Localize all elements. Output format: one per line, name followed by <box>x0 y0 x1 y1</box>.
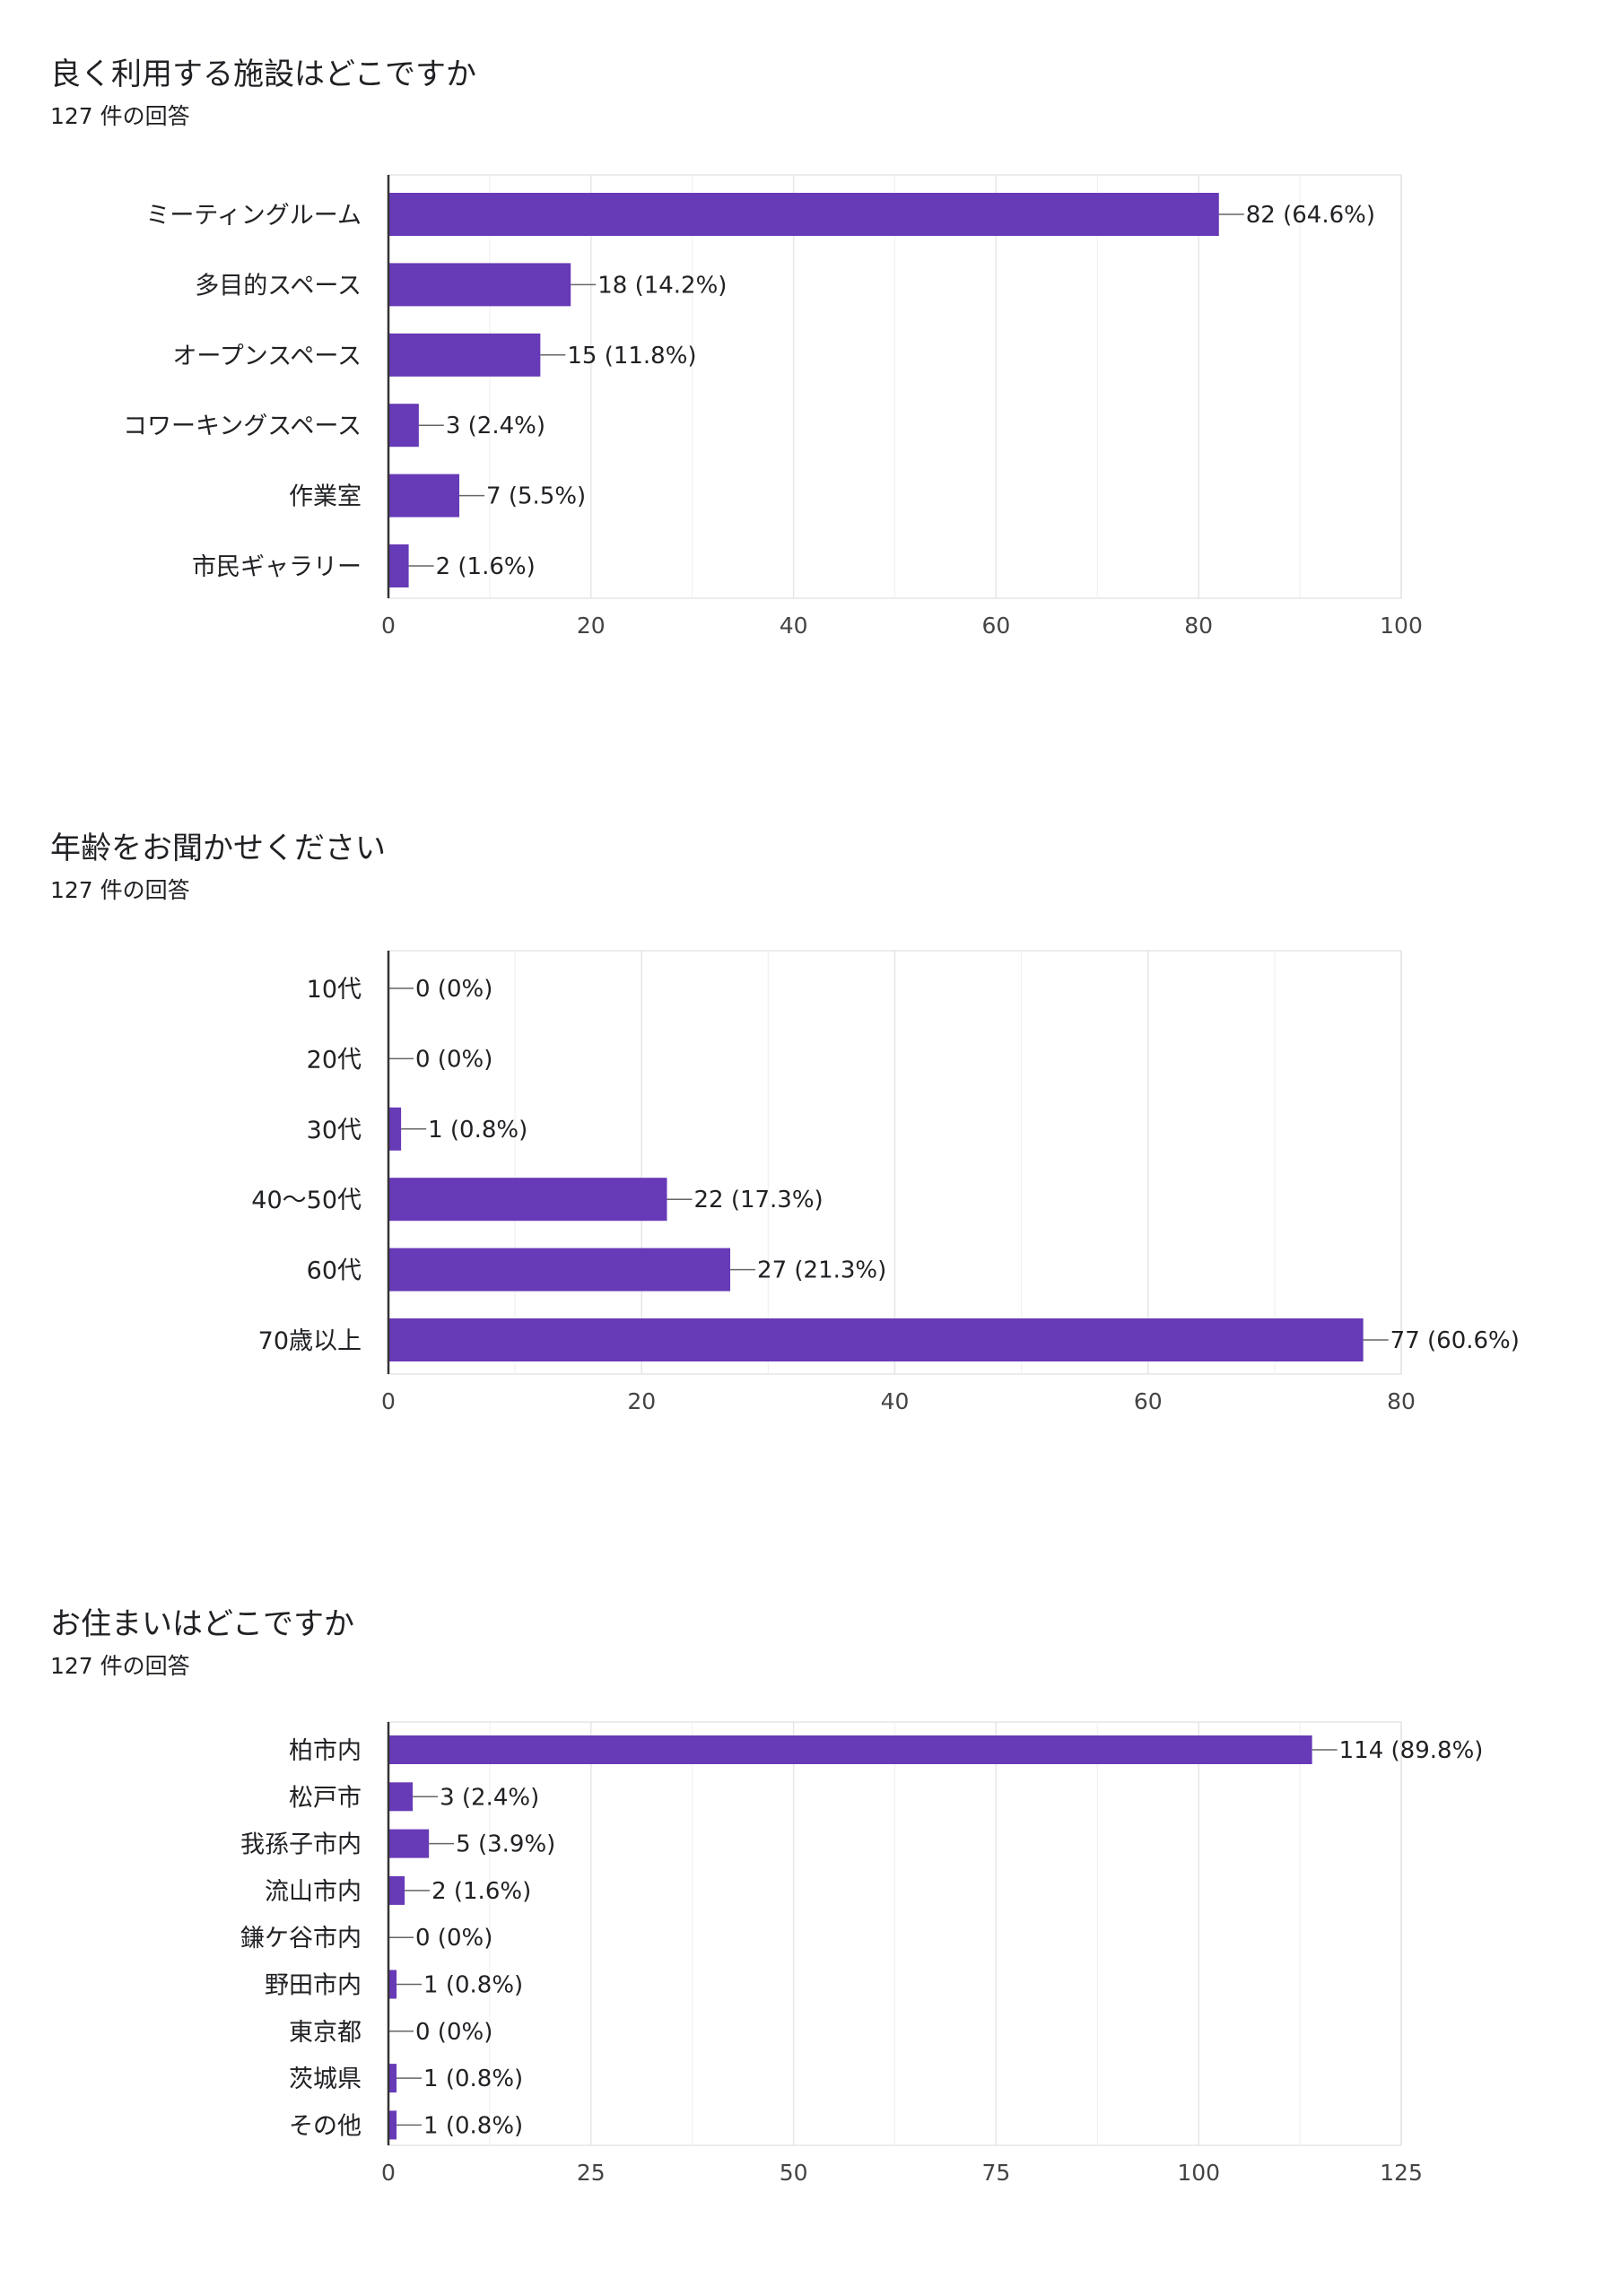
category-label: 東京都 <box>289 2019 362 2047</box>
bar-chart-age: 0 20 40 60 80 0 (0%) 10代 0 (0%) 20代 1 (0.8%) 30代 22… <box>251 950 1520 1414</box>
data-label: 1 (0.8%) <box>428 1117 527 1144</box>
response-count: 127 件の回答 <box>50 103 190 129</box>
x-tick-label: 100 <box>1177 2160 1220 2186</box>
category-label: コワーキングスペース <box>123 413 362 440</box>
question-title: お住まいはどこですか <box>50 1606 354 1642</box>
data-label: 114 (89.8%) <box>1339 1737 1484 1764</box>
bar[interactable] <box>388 1318 1364 1361</box>
chart-card-residence: お住まいはどこですか 127 件の回答 0 25 50 75 100 125 114 (89… <box>0 1556 1621 2296</box>
bar[interactable] <box>388 263 571 307</box>
category-label: 茨城県 <box>289 2066 362 2093</box>
x-tick-label: 125 <box>1380 2160 1423 2186</box>
bar[interactable] <box>388 1248 731 1292</box>
data-label: 27 (21.3%) <box>757 1257 886 1284</box>
data-label: 2 (1.6%) <box>431 1878 531 1905</box>
bar[interactable] <box>388 333 541 377</box>
x-tick-label: 20 <box>627 1388 656 1414</box>
category-label: 40〜50代 <box>251 1187 362 1214</box>
bar[interactable] <box>388 474 460 517</box>
data-label: 15 (11.8%) <box>567 343 696 370</box>
category-label: 30代 <box>307 1117 362 1144</box>
category-label: 柏市内 <box>289 1737 362 1765</box>
bar[interactable] <box>388 1178 667 1222</box>
question-title: 年齢をお聞かせください <box>50 831 386 866</box>
chart-card-age: 年齢をお聞かせください 127 件の回答 0 20 40 60 80 0 (0%) 10代 0… <box>0 780 1621 1516</box>
data-label: 77 (60.6%) <box>1390 1327 1520 1354</box>
category-label: オープンスペース <box>172 343 362 370</box>
bar[interactable] <box>388 1782 414 1812</box>
category-label: 60代 <box>307 1257 362 1285</box>
category-label: ミーティングルーム <box>145 202 362 230</box>
data-label: 0 (0%) <box>415 2019 492 2046</box>
data-label: 18 (14.2%) <box>597 272 727 299</box>
data-label: 1 (0.8%) <box>423 2066 523 2092</box>
x-tick-label: 50 <box>780 2160 808 2186</box>
category-label: 野田市内 <box>265 1972 362 2000</box>
bar[interactable] <box>388 1829 430 1858</box>
x-tick-label: 100 <box>1380 613 1423 639</box>
category-label: 多目的スペース <box>195 272 362 300</box>
data-label: 3 (2.4%) <box>446 413 545 439</box>
x-tick-label: 40 <box>780 613 808 639</box>
category-label: 鎌ケ谷市内 <box>240 1925 362 1952</box>
x-tick-label: 60 <box>981 613 1010 639</box>
data-label: 0 (0%) <box>415 976 492 1003</box>
bar[interactable] <box>388 1735 1312 1764</box>
category-label: 作業室 <box>289 483 362 511</box>
bar[interactable] <box>388 1875 405 1905</box>
data-label: 2 (1.6%) <box>436 553 536 580</box>
data-label: 7 (5.5%) <box>486 483 586 510</box>
bar[interactable] <box>388 404 419 448</box>
bar[interactable] <box>388 2110 397 2140</box>
bar-chart-residence: 0 25 50 75 100 125 114 (89.8%) 柏市内 3 (2.4%) 松戸市 5 … <box>240 1721 1484 2186</box>
x-tick-label: 0 <box>381 2160 396 2186</box>
category-label: 流山市内 <box>265 1878 362 1906</box>
category-label: 70歳以上 <box>258 1327 362 1355</box>
data-label: 0 (0%) <box>415 1925 492 1952</box>
x-tick-label: 80 <box>1387 1388 1416 1414</box>
bar-chart-facilities: 0 20 40 60 80 100 82 (64.6%) ミーティングルーム 18 (14.2%… <box>123 174 1423 639</box>
data-label: 3 (2.4%) <box>440 1784 539 1811</box>
bar[interactable] <box>388 193 1219 236</box>
bar[interactable] <box>388 2064 397 2093</box>
category-label: その他 <box>289 2112 362 2140</box>
x-tick-label: 75 <box>981 2160 1010 2186</box>
x-tick-label: 25 <box>577 2160 606 2186</box>
category-label: 市民ギャラリー <box>192 553 362 581</box>
data-label: 82 (64.6%) <box>1246 202 1375 229</box>
data-label: 5 (3.9%) <box>456 1831 555 1858</box>
category-label: 我孫子市内 <box>240 1831 362 1859</box>
data-label: 1 (0.8%) <box>423 1972 523 1999</box>
category-label: 10代 <box>307 976 362 1004</box>
data-label: 1 (0.8%) <box>423 2112 523 2139</box>
chart-card-facilities: 良く利用する施設はどこですか 127 件の回答 0 20 40 60 80 100 82 (… <box>0 0 1621 735</box>
response-count: 127 件の回答 <box>50 877 190 903</box>
category-label: 松戸市 <box>289 1784 362 1812</box>
data-label: 22 (17.3%) <box>693 1187 823 1213</box>
x-tick-label: 0 <box>381 1388 396 1414</box>
bar[interactable] <box>388 1970 397 1999</box>
x-tick-label: 80 <box>1184 613 1213 639</box>
bar[interactable] <box>388 1107 402 1151</box>
x-tick-label: 20 <box>577 613 606 639</box>
x-tick-label: 60 <box>1134 1388 1163 1414</box>
response-count: 127 件の回答 <box>50 1653 190 1679</box>
x-tick-label: 40 <box>881 1388 910 1414</box>
question-title: 良く利用する施設はどこですか <box>50 57 476 92</box>
category-label: 20代 <box>307 1046 362 1074</box>
data-label: 0 (0%) <box>415 1046 492 1073</box>
x-tick-label: 0 <box>381 613 396 639</box>
bar[interactable] <box>388 544 409 587</box>
